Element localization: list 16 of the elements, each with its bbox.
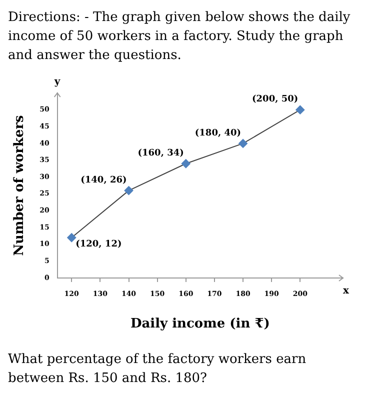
text: x: [343, 286, 350, 297]
text: What percentage of the factory workers earn between Rs. 150 and Rs. 180?: [8, 351, 308, 388]
x-axis-title: Daily income (in ₹): [130, 316, 270, 332]
data-label: (160, 34): [138, 148, 184, 158]
data-label: (200, 50): [252, 94, 298, 105]
y-axis-title: Number of workers: [12, 115, 28, 256]
data-label: (120, 12): [76, 239, 122, 250]
point: [296, 105, 305, 114]
point: [238, 138, 248, 148]
data-label: (140, 26): [80, 175, 127, 186]
text: y: [53, 76, 62, 88]
chart-title: Directions: - The graph given below shows the daily income of 50 workers in a factory. Study the graph and answer the questions.: [8, 9, 352, 65]
point: [124, 186, 134, 196]
data-label: (180, 40): [194, 128, 242, 138]
point: [67, 233, 76, 242]
point: [181, 159, 190, 168]
